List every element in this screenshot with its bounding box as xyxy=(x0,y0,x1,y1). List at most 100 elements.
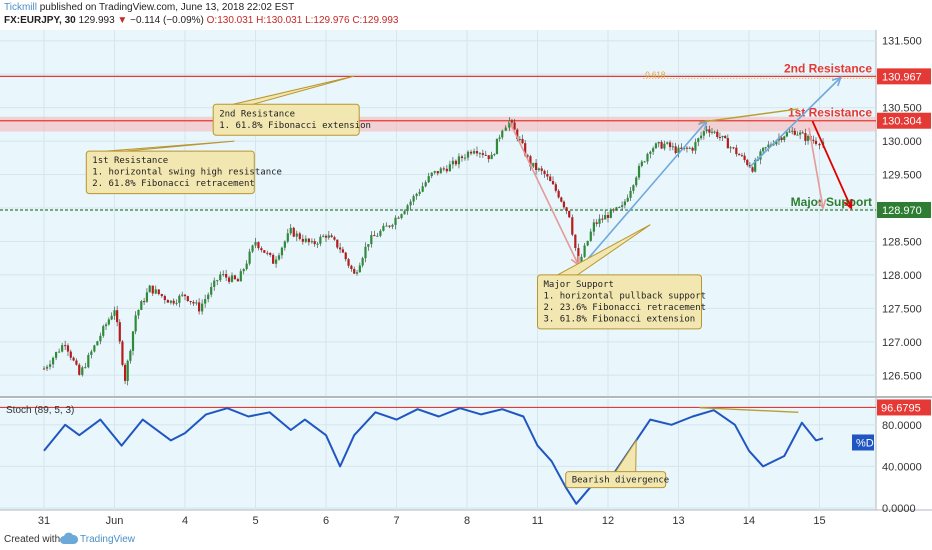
candle-body xyxy=(498,137,501,139)
candle-body xyxy=(324,235,328,238)
candle-body xyxy=(175,302,178,304)
candle-body xyxy=(90,351,93,355)
candle-body xyxy=(198,302,201,312)
candle-body xyxy=(445,168,448,172)
candle-body xyxy=(58,351,61,353)
candle-body xyxy=(145,292,149,302)
candle-body xyxy=(738,154,741,156)
candle-body xyxy=(475,151,479,154)
candle-body xyxy=(148,285,151,293)
candle-body xyxy=(654,143,658,149)
candle-body xyxy=(277,255,281,260)
candle-body xyxy=(227,277,231,282)
candle-body xyxy=(364,246,367,259)
candle-body xyxy=(632,185,635,191)
candle-body xyxy=(484,154,487,156)
candle-body xyxy=(657,141,660,144)
candle-body xyxy=(409,201,412,206)
candle-body xyxy=(740,155,744,157)
candle-body xyxy=(466,151,470,158)
chart-canvas[interactable]: 2nd Resistance 1st Resistance Major Suppor… xyxy=(0,30,932,530)
candle-body xyxy=(403,211,406,215)
arrow-blue-extension-head xyxy=(831,76,842,87)
candle-body xyxy=(472,151,476,154)
candle-body xyxy=(691,147,694,151)
candle-body xyxy=(796,134,799,136)
level-price-tag xyxy=(877,68,931,85)
price-tick-label: 131.500 xyxy=(882,36,922,48)
candle-body xyxy=(339,247,342,250)
candle-body xyxy=(421,186,424,192)
candle-body xyxy=(629,190,632,198)
candle-body xyxy=(674,146,677,153)
candle-body xyxy=(732,147,735,149)
candle-body xyxy=(508,120,511,128)
stoch-title: Stoch (89, 5, 3) xyxy=(6,405,74,416)
candle-body xyxy=(469,151,473,154)
candle-body xyxy=(688,147,691,149)
candle-body xyxy=(292,227,295,237)
candle-body xyxy=(716,131,719,138)
candle-body xyxy=(274,259,278,264)
candle-body xyxy=(61,345,64,352)
candle-body xyxy=(775,140,778,145)
candle-body xyxy=(87,354,90,368)
candle-body xyxy=(186,296,189,301)
candle-body xyxy=(51,357,55,365)
candle-body xyxy=(580,256,583,263)
candle-body xyxy=(618,206,621,208)
level-price-tag xyxy=(877,201,931,218)
candle-body xyxy=(123,364,127,381)
candle-body xyxy=(637,165,641,178)
candle-body xyxy=(361,258,364,266)
candle-body xyxy=(595,222,598,224)
level-name-label: 2nd Resistance xyxy=(784,61,872,75)
candle-body xyxy=(814,140,818,144)
candle-body xyxy=(75,360,78,365)
level-price-label: 130.967 xyxy=(882,71,922,83)
candle-body xyxy=(295,233,298,237)
candle-body xyxy=(574,234,577,249)
candle-body xyxy=(568,210,571,218)
level-name-label: Major Support xyxy=(791,195,872,209)
candle-body xyxy=(454,160,458,165)
candle-body xyxy=(493,154,496,156)
candle-body xyxy=(406,205,409,212)
stoch-level-label: 96.6795 xyxy=(881,402,921,414)
tradingview-link[interactable]: TradingView xyxy=(80,534,136,545)
published-text: published on TradingView.com, June 13, 2… xyxy=(39,2,295,13)
candle-body xyxy=(400,214,403,218)
time-tick-label: 6 xyxy=(323,515,329,527)
candle-body xyxy=(166,300,169,303)
candle-body xyxy=(621,205,624,207)
level-price-tag xyxy=(877,112,931,129)
candle-body xyxy=(646,153,649,162)
candle-body xyxy=(319,236,322,244)
ohlc-values: O:130.031 H:130.031 L:129.976 C:129.993 xyxy=(206,15,399,26)
price-change: −0.114 (−0.09%) xyxy=(130,15,204,26)
candle-body xyxy=(192,301,195,304)
candle-body xyxy=(84,367,87,369)
resistance-zone xyxy=(0,116,876,132)
candle-body xyxy=(685,147,689,149)
candle-body xyxy=(726,138,729,149)
time-tick-label: 8 xyxy=(464,515,470,527)
candle-body xyxy=(195,302,198,304)
price-tick-label: 127.500 xyxy=(882,303,922,315)
candle-body xyxy=(216,280,219,282)
symbol-label[interactable]: FX:EURJPY, 30 xyxy=(4,15,76,26)
stoch-level-tag xyxy=(877,399,931,416)
candle-body xyxy=(818,143,821,146)
arrow-red-projection xyxy=(811,120,853,209)
candle-body xyxy=(751,167,754,172)
candle-body xyxy=(510,120,514,123)
candle-body xyxy=(263,250,266,253)
candle-body xyxy=(367,244,370,247)
candle-body xyxy=(245,263,248,270)
candle-body xyxy=(549,176,552,182)
stoch-series-label: %D xyxy=(856,437,874,449)
trend-arrows xyxy=(508,76,853,269)
price-panel-background xyxy=(0,30,876,396)
candle-body xyxy=(532,162,535,167)
brand-name[interactable]: Tickmill xyxy=(4,2,37,13)
